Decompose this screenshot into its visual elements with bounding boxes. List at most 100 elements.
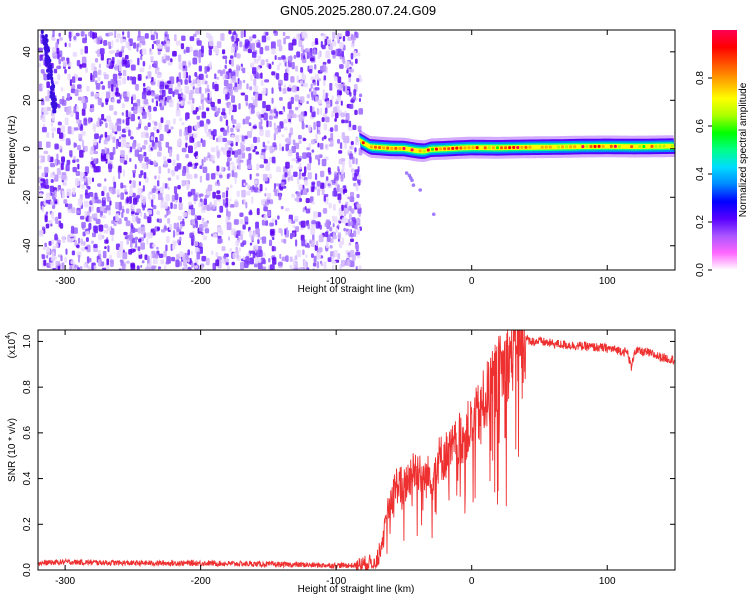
noise-cell xyxy=(349,145,353,150)
signal-peak xyxy=(382,146,386,150)
noise-cell xyxy=(76,158,80,163)
signal-peak xyxy=(548,145,552,149)
noise-cell xyxy=(271,218,276,223)
noise-cell xyxy=(230,127,234,133)
noise-cell xyxy=(75,111,80,120)
noise-cell xyxy=(163,160,168,168)
noise-cell xyxy=(81,221,86,229)
noise-cell xyxy=(310,83,313,89)
noise-cell xyxy=(178,62,182,70)
noise-cell xyxy=(86,210,91,216)
noise-cell xyxy=(300,220,306,228)
noise-cell xyxy=(349,249,355,258)
noise-cell xyxy=(121,140,127,148)
noise-cell xyxy=(320,41,323,48)
noise-cell xyxy=(138,181,142,186)
noise-cell xyxy=(57,52,60,60)
noise-cell xyxy=(259,128,264,136)
noise-cell xyxy=(153,126,157,131)
noise-cell xyxy=(41,172,46,177)
noise-cell xyxy=(315,96,319,102)
noise-cell xyxy=(54,233,58,240)
noise-cell xyxy=(315,40,318,44)
noise-cell xyxy=(318,78,322,82)
noise-cell xyxy=(283,126,288,131)
noise-cell xyxy=(185,154,189,159)
noise-cell xyxy=(232,75,237,83)
noise-cell xyxy=(142,60,146,67)
noise-cell xyxy=(105,122,108,128)
noise-cell xyxy=(141,163,147,169)
noise-cell xyxy=(41,226,45,230)
noise-cell xyxy=(270,41,276,50)
noise-cell xyxy=(326,197,329,205)
noise-cell xyxy=(356,255,361,259)
noise-cell xyxy=(345,231,349,236)
noise-cell xyxy=(310,239,315,247)
noise-cell xyxy=(44,215,48,223)
noise-cell xyxy=(329,82,333,91)
noise-cell xyxy=(235,135,240,143)
noise-cell xyxy=(305,124,309,128)
noise-cell xyxy=(188,204,194,210)
signal-peak xyxy=(662,144,666,148)
noise-cell xyxy=(233,172,238,179)
noise-cell xyxy=(39,192,43,197)
noise-cell xyxy=(196,115,201,120)
noise-cell xyxy=(327,167,331,173)
noise-cell xyxy=(257,55,262,62)
noise-cell xyxy=(302,249,305,256)
noise-cell xyxy=(97,97,102,106)
noise-cell xyxy=(172,244,176,250)
snr-series xyxy=(38,330,675,570)
noise-cell xyxy=(292,268,298,270)
noise-cell xyxy=(301,122,305,130)
noise-cell xyxy=(322,64,326,72)
noise-cell xyxy=(291,158,297,162)
noise-cell xyxy=(199,175,203,183)
noise-cell xyxy=(325,241,329,249)
signal-peak xyxy=(373,145,377,149)
noise-cell xyxy=(256,163,260,171)
noise-cell xyxy=(249,86,253,91)
noise-cell xyxy=(180,43,185,50)
noise-cell xyxy=(240,30,244,39)
noise-cell xyxy=(98,234,103,241)
noise-cell xyxy=(224,258,229,263)
signal-peak xyxy=(585,145,589,149)
noise-cell xyxy=(176,239,180,244)
noise-cell xyxy=(132,169,137,173)
noise-cell xyxy=(354,137,360,146)
noise-cell xyxy=(314,74,319,80)
noise-cell xyxy=(121,52,125,57)
noise-cell xyxy=(236,53,241,59)
spectrogram-x-label: Height of straight line (km) xyxy=(298,284,415,295)
noise-cell xyxy=(298,171,302,180)
noise-cell xyxy=(50,223,53,227)
noise-cell xyxy=(315,221,321,229)
noise-cell xyxy=(130,64,136,71)
noise-cell xyxy=(167,158,172,163)
noise-cell xyxy=(300,111,305,115)
noise-cell xyxy=(156,226,161,231)
noise-cell xyxy=(334,112,339,119)
noise-cell xyxy=(306,188,309,193)
noise-cell xyxy=(284,172,288,178)
noise-cell xyxy=(183,49,186,54)
noise-cell xyxy=(249,62,255,69)
noise-cell xyxy=(303,55,306,60)
noise-cell xyxy=(58,32,61,37)
noise-cell xyxy=(167,80,171,84)
noise-cell xyxy=(255,173,260,177)
noise-cell xyxy=(175,108,181,117)
noise-cell xyxy=(137,187,142,196)
noise-cell xyxy=(342,164,345,171)
noise-cell xyxy=(335,227,339,233)
noise-cell xyxy=(206,191,210,195)
noise-cell xyxy=(354,58,358,64)
noise-cell xyxy=(182,70,187,79)
noise-cell xyxy=(166,33,169,40)
noise-cell xyxy=(356,193,360,199)
colorbar-label: Normalized spectral amplitude xyxy=(738,82,749,217)
noise-cell xyxy=(125,41,130,49)
